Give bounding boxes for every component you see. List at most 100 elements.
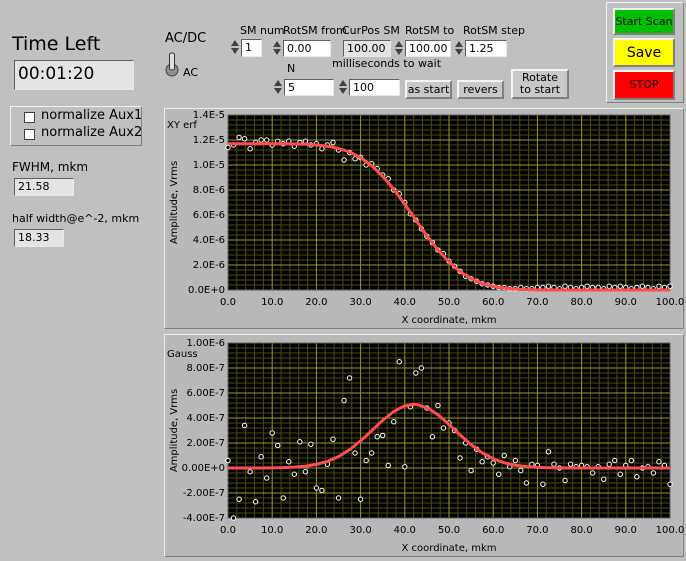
data-point [418, 365, 425, 371]
control-label: SM num [240, 24, 285, 37]
data-point [352, 450, 358, 456]
y-tick-label: 4.00E-7 [186, 413, 225, 424]
spinner[interactable] [454, 39, 464, 57]
x-tick-label: 20.0 [305, 297, 327, 308]
data-point [562, 477, 568, 484]
x-tick-label: 80.0 [570, 525, 592, 536]
x-tick-label: 40.0 [394, 525, 416, 536]
data-point [468, 467, 474, 474]
data-point [639, 283, 646, 289]
data-point [501, 452, 507, 459]
data-point [634, 474, 640, 480]
data-point [496, 471, 502, 477]
x-tick-label: 80.0 [570, 297, 592, 308]
data-point [291, 471, 298, 477]
data-point [236, 496, 242, 502]
checkbox[interactable] [24, 129, 35, 140]
data-point [368, 450, 375, 456]
data-point [341, 397, 347, 404]
data-point [391, 419, 397, 425]
data-point [241, 422, 248, 429]
y-tick-label: 8.00E-7 [186, 363, 225, 374]
data-point [302, 469, 309, 475]
x-tick-label: 0.0 [220, 525, 236, 536]
data-point [545, 449, 552, 455]
fit-line [228, 142, 670, 292]
x-tick-label: 0.0 [220, 297, 236, 308]
y-axis-label: Amplitude, Vrms [169, 161, 180, 244]
toggle-switch[interactable] [163, 50, 181, 78]
x-tick-label: 40.0 [394, 297, 416, 308]
data-point [440, 425, 447, 431]
x-tick-label: 60.0 [482, 525, 504, 536]
spinner[interactable] [230, 38, 240, 56]
data-point [667, 283, 673, 289]
data-point [297, 439, 303, 445]
data-point [258, 454, 264, 460]
rotate-button[interactable]: Rotate to start [511, 69, 569, 99]
acdc-state: AC [183, 66, 199, 79]
data-point [346, 375, 353, 381]
data-point [606, 283, 612, 289]
data-point [225, 457, 231, 464]
numeric-control[interactable]: 100 [349, 79, 400, 96]
data-point [380, 432, 386, 439]
run-button[interactable]: STOP [613, 70, 675, 100]
data-point [512, 457, 518, 464]
data-point [479, 459, 485, 465]
y-tick-label: -4.00E-7 [183, 513, 225, 524]
spinner[interactable] [273, 78, 283, 96]
data-point [518, 467, 524, 474]
x-tick-label: 20.0 [305, 525, 327, 536]
y-tick-label: 6.0E-6 [193, 210, 225, 221]
run-button[interactable]: Save [613, 38, 675, 67]
spinner[interactable] [272, 39, 282, 57]
half-width-value: 18.33 [14, 229, 64, 247]
data-point [656, 459, 662, 465]
y-tick-label: 1.2E-5 [193, 135, 225, 146]
plot-border [227, 114, 671, 291]
data-point [396, 359, 402, 365]
y-tick-label: -2.00E-7 [183, 488, 225, 499]
data-point [374, 434, 380, 440]
spinner[interactable] [338, 78, 348, 96]
x-tick-label: 50.0 [438, 525, 460, 536]
run-button[interactable]: Start Scan [613, 8, 675, 35]
data-point [286, 459, 292, 465]
data-point [319, 487, 325, 494]
data-point [335, 495, 342, 501]
data-point [584, 283, 590, 289]
data-point [308, 441, 314, 447]
numeric-control[interactable]: 5 [284, 79, 334, 96]
data-point [545, 283, 552, 289]
x-axis-label: X coordinate, mkm [402, 543, 497, 554]
data-point [457, 455, 463, 461]
data-point [230, 515, 237, 521]
data-point [628, 457, 635, 464]
y-tick-label: 1.4E-5 [193, 110, 225, 121]
numeric-control[interactable]: 1.25 [465, 40, 507, 57]
data-point [247, 146, 253, 152]
data-point [247, 469, 253, 475]
y-tick-label: 4.0E-6 [193, 235, 225, 246]
data-point [341, 157, 347, 163]
checkbox-label[interactable]: normalize Aux1 [41, 108, 143, 123]
fwhm-label: FWHM, mkm [12, 160, 89, 174]
checkbox[interactable] [24, 112, 35, 123]
spinner[interactable] [394, 39, 404, 57]
y-tick-label: 1.0E-5 [193, 160, 225, 171]
as-start-button[interactable]: as start [405, 80, 452, 99]
numeric-control[interactable]: 1 [241, 39, 262, 57]
data-point [540, 481, 546, 487]
checkbox-label[interactable]: normalize Aux2 [41, 125, 143, 140]
revers-button[interactable]: revers [457, 80, 504, 99]
numeric-control[interactable]: 0.00 [283, 40, 331, 57]
control-label: RotSM from [283, 24, 347, 37]
control-label: milliseconds to wait [332, 57, 442, 70]
x-tick-label: 100.0 [656, 525, 684, 536]
chart: 0.0 10.0 20.0 30.0 40.0 50.0 60.0 70.0 80.0 90.0 1… [167, 338, 684, 554]
numeric-control[interactable]: 100.00 [405, 40, 451, 57]
control-label: N [287, 62, 296, 75]
normalize-group [10, 106, 142, 146]
